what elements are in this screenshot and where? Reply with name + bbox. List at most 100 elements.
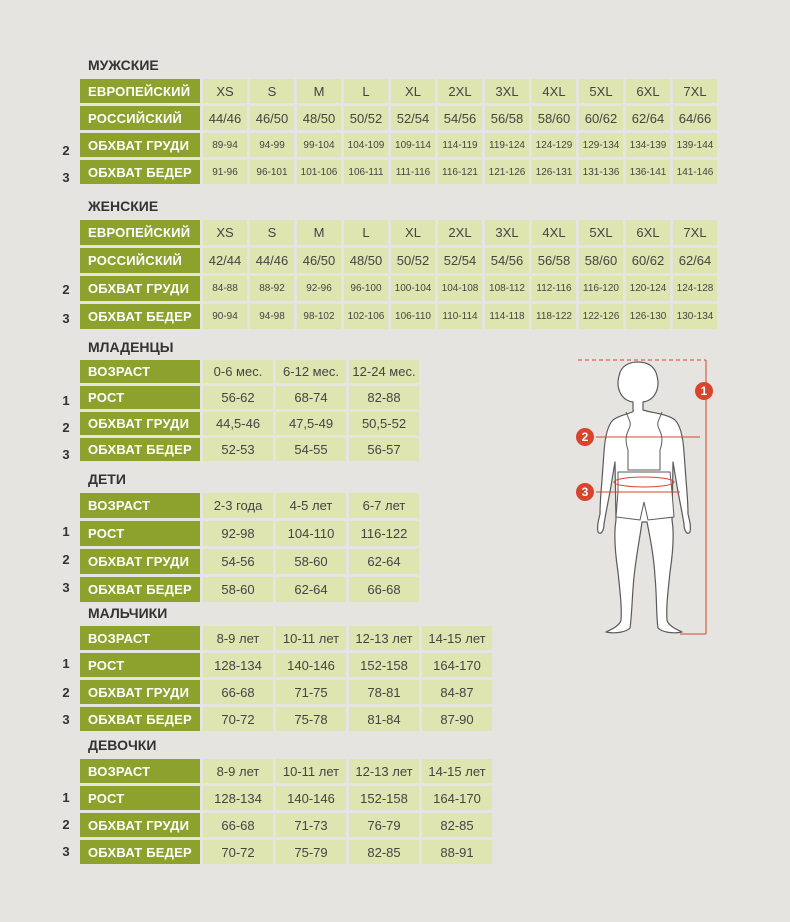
girls-chest-marker: 2 bbox=[62, 817, 70, 832]
table-cell: 94-98 bbox=[250, 304, 294, 329]
table-cell: 91-96 bbox=[203, 160, 247, 184]
women-row-hips: ОБХВАТ БЕДЕР 90-94 94-98 98-102 102-106 106-1… bbox=[80, 304, 717, 329]
table-cell: 102-106 bbox=[344, 304, 388, 329]
table-cell: 118-122 bbox=[532, 304, 576, 329]
girls-row-hips: ОБХВАТ БЕДЕР 70-72 75-79 82-85 88-91 bbox=[80, 840, 492, 864]
table-cell: 164-170 bbox=[422, 786, 492, 810]
table-cell: 70-72 bbox=[203, 840, 273, 864]
table-cell: 164-170 bbox=[422, 653, 492, 677]
table-cell: 8-9 лет bbox=[203, 626, 273, 650]
table-cell: 128-134 bbox=[203, 653, 273, 677]
table-cell: 6-7 лет bbox=[349, 493, 419, 518]
table-cell: 82-88 bbox=[349, 386, 419, 409]
table-cell: 131-136 bbox=[579, 160, 623, 184]
table-cell: M bbox=[297, 79, 341, 103]
table-cell: 106-111 bbox=[344, 160, 388, 184]
table-cell: 64/66 bbox=[673, 106, 717, 130]
table-cell: XL bbox=[391, 220, 435, 245]
row-label-age: ВОЗРАСТ bbox=[80, 493, 200, 518]
row-label-age: ВОЗРАСТ bbox=[80, 759, 200, 783]
girls-row-age: ВОЗРАСТ 8-9 лет 10-11 лет 12-13 лет 14-15 ле… bbox=[80, 759, 492, 783]
girls-size-table: ВОЗРАСТ 8-9 лет 10-11 лет 12-13 лет 14-15 ле… bbox=[77, 756, 495, 867]
infants-title: МЛАДЕНЦЫ bbox=[88, 339, 174, 355]
table-cell: 10-11 лет bbox=[276, 626, 346, 650]
men-size-table: ЕВРОПЕЙСКИЙ XS S M L XL 2XL 3XL 4XL 5XL 6XL 7XL РОСС… bbox=[77, 76, 720, 187]
men-row-hips: ОБХВАТ БЕДЕР 91-96 96-101 101-106 106-111 111… bbox=[80, 160, 717, 184]
row-label-hips: ОБХВАТ БЕДЕР bbox=[80, 840, 200, 864]
table-cell: 12-24 мес. bbox=[349, 360, 419, 383]
table-cell: 44,5-46 bbox=[203, 412, 273, 435]
kids-row-hips: ОБХВАТ БЕДЕР 58-60 62-64 66-68 bbox=[80, 577, 419, 602]
table-cell: 4XL bbox=[532, 79, 576, 103]
infants-row-age: ВОЗРАСТ 0-6 мес. 6-12 мес. 12-24 мес. bbox=[80, 360, 419, 383]
table-cell: S bbox=[250, 79, 294, 103]
table-cell: 48/50 bbox=[297, 106, 341, 130]
table-cell: L bbox=[344, 79, 388, 103]
table-cell: 4XL bbox=[532, 220, 576, 245]
table-cell: 3XL bbox=[485, 220, 529, 245]
table-cell: 110-114 bbox=[438, 304, 482, 329]
table-cell: 124-129 bbox=[532, 133, 576, 157]
table-cell: 62-64 bbox=[349, 549, 419, 574]
table-cell: 101-106 bbox=[297, 160, 341, 184]
table-cell: 104-109 bbox=[344, 133, 388, 157]
table-cell: 58/60 bbox=[532, 106, 576, 130]
table-cell: 66-68 bbox=[203, 680, 273, 704]
men-title: МУЖСКИЕ bbox=[88, 57, 159, 73]
table-cell: 88-92 bbox=[250, 276, 294, 301]
row-label-chest: ОБХВАТ ГРУДИ bbox=[80, 813, 200, 837]
table-cell: 44/46 bbox=[250, 248, 294, 273]
table-cell: 96-101 bbox=[250, 160, 294, 184]
table-cell: 90-94 bbox=[203, 304, 247, 329]
table-cell: 152-158 bbox=[349, 786, 419, 810]
table-cell: 2XL bbox=[438, 220, 482, 245]
girls-row-height: РОСТ 128-134 140-146 152-158 164-170 bbox=[80, 786, 492, 810]
table-cell: 66-68 bbox=[349, 577, 419, 602]
row-label-age: ВОЗРАСТ bbox=[80, 360, 200, 383]
table-cell: 50/52 bbox=[344, 106, 388, 130]
table-cell: 58-60 bbox=[203, 577, 273, 602]
table-cell: S bbox=[250, 220, 294, 245]
figure-marker-chest: 2 bbox=[582, 430, 589, 444]
table-cell: 112-116 bbox=[532, 276, 576, 301]
table-cell: 92-96 bbox=[297, 276, 341, 301]
table-cell: 12-13 лет bbox=[349, 626, 419, 650]
boys-chest-marker: 2 bbox=[62, 685, 70, 700]
table-cell: 76-79 bbox=[349, 813, 419, 837]
table-cell: 126-131 bbox=[532, 160, 576, 184]
table-cell: 62-64 bbox=[276, 577, 346, 602]
figure-marker-height: 1 bbox=[701, 384, 708, 398]
row-label-age: ВОЗРАСТ bbox=[80, 626, 200, 650]
table-cell: 98-102 bbox=[297, 304, 341, 329]
table-cell: 120-124 bbox=[626, 276, 670, 301]
table-cell: 136-141 bbox=[626, 160, 670, 184]
girls-row-chest: ОБХВАТ ГРУДИ 66-68 71-73 76-79 82-85 bbox=[80, 813, 492, 837]
table-cell: 100-104 bbox=[391, 276, 435, 301]
table-cell: 75-78 bbox=[276, 707, 346, 731]
infants-row-height: РОСТ 56-62 68-74 82-88 bbox=[80, 386, 419, 409]
table-cell: 14-15 лет bbox=[422, 759, 492, 783]
table-cell: 96-100 bbox=[344, 276, 388, 301]
table-cell: 78-81 bbox=[349, 680, 419, 704]
table-cell: 89-94 bbox=[203, 133, 247, 157]
table-cell: 140-146 bbox=[276, 786, 346, 810]
table-cell: 60/62 bbox=[626, 248, 670, 273]
table-cell: 56/58 bbox=[532, 248, 576, 273]
table-cell: 70-72 bbox=[203, 707, 273, 731]
table-cell: 84-88 bbox=[203, 276, 247, 301]
women-row-european: ЕВРОПЕЙСКИЙ XS S M L XL 2XL 3XL 4XL 5XL 6XL 7XL bbox=[80, 220, 717, 245]
table-cell: 116-122 bbox=[349, 521, 419, 546]
table-cell: 71-73 bbox=[276, 813, 346, 837]
boys-size-table: ВОЗРАСТ 8-9 лет 10-11 лет 12-13 лет 14-15 ле… bbox=[77, 623, 495, 734]
table-cell: 54-55 bbox=[276, 438, 346, 461]
row-label-height: РОСТ bbox=[80, 521, 200, 546]
table-cell: 134-139 bbox=[626, 133, 670, 157]
table-cell: 87-90 bbox=[422, 707, 492, 731]
row-label-chest: ОБХВАТ ГРУДИ bbox=[80, 133, 200, 157]
table-cell: 14-15 лет bbox=[422, 626, 492, 650]
table-cell: 130-134 bbox=[673, 304, 717, 329]
girls-title: ДЕВОЧКИ bbox=[88, 737, 157, 753]
table-cell: 66-68 bbox=[203, 813, 273, 837]
table-cell: 6-12 мес. bbox=[276, 360, 346, 383]
body-measurement-figure-icon: 1 2 3 bbox=[576, 359, 713, 635]
